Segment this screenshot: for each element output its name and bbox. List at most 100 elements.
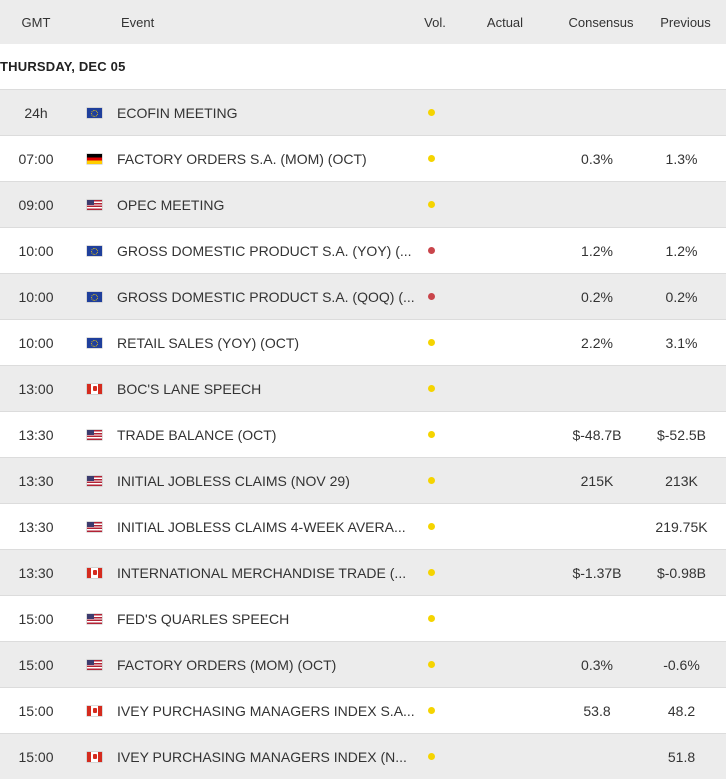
us-flag-icon xyxy=(87,659,102,670)
volatility-cell xyxy=(417,707,445,714)
table-row[interactable]: 15:00 FED'S QUARLES SPEECH xyxy=(0,595,726,641)
event-time: 13:30 xyxy=(18,518,54,535)
consensus-value: 53.8 xyxy=(583,702,611,719)
consensus-value: 215K xyxy=(580,472,614,489)
event-time: 07:00 xyxy=(18,150,54,167)
event-name[interactable]: INITIAL JOBLESS CLAIMS 4-WEEK AVERA... xyxy=(117,518,406,535)
event-name[interactable]: GROSS DOMESTIC PRODUCT S.A. (YOY) (... xyxy=(117,242,412,259)
event-time: 13:00 xyxy=(18,380,54,397)
table-row[interactable]: 13:30 TRADE BALANCE (OCT) $-48.7B $-52.5B xyxy=(0,411,726,457)
ca-flag-icon xyxy=(87,751,102,762)
table-row[interactable]: 10:00 GROSS DOMESTIC PRODUCT S.A. (YOY) (… xyxy=(0,227,726,273)
event-time: 15:00 xyxy=(18,748,54,765)
table-row[interactable]: 15:00 IVEY PURCHASING MANAGERS INDEX S.A.… xyxy=(0,687,726,733)
volatility-cell xyxy=(417,753,445,760)
header-previous[interactable]: Previous xyxy=(660,14,711,30)
volatility-medium-dot-icon xyxy=(427,661,435,668)
consensus-value: 0.2% xyxy=(581,288,613,305)
eu-flag-icon xyxy=(87,107,102,118)
table-row[interactable]: 24h ECOFIN MEETING xyxy=(0,89,726,135)
volatility-cell xyxy=(417,569,445,576)
table-row[interactable]: 13:30 INTERNATIONAL MERCHANDISE TRADE (..… xyxy=(0,549,726,595)
header-actual[interactable]: Actual xyxy=(486,14,524,30)
event-name[interactable]: IVEY PURCHASING MANAGERS INDEX S.A... xyxy=(117,702,415,719)
us-flag-icon xyxy=(87,429,102,440)
header-consensus[interactable]: Consensus xyxy=(568,14,634,30)
event-name[interactable]: OPEC MEETING xyxy=(117,196,225,213)
us-flag-icon xyxy=(87,199,102,210)
eu-flag-icon xyxy=(87,291,102,302)
table-row[interactable]: 09:00 OPEC MEETING xyxy=(0,181,726,227)
ca-flag-icon xyxy=(87,705,102,716)
event-name[interactable]: TRADE BALANCE (OCT) xyxy=(117,426,277,443)
volatility-cell xyxy=(417,293,445,300)
country-flag-cell xyxy=(72,751,117,762)
event-name[interactable]: FED'S QUARLES SPEECH xyxy=(117,610,290,627)
previous-value: 1.2% xyxy=(665,242,698,259)
volatility-medium-dot-icon xyxy=(427,201,435,208)
table-row[interactable]: 13:30 INITIAL JOBLESS CLAIMS 4-WEEK AVERA… xyxy=(0,503,726,549)
event-time: 13:30 xyxy=(18,426,54,443)
volatility-cell xyxy=(417,109,445,116)
country-flag-cell xyxy=(72,107,117,118)
volatility-medium-dot-icon xyxy=(427,339,435,346)
table-row[interactable]: 13:00 BOC'S LANE SPEECH xyxy=(0,365,726,411)
event-name[interactable]: FACTORY ORDERS (MOM) (OCT) xyxy=(117,656,337,673)
consensus-value: $-48.7B xyxy=(572,426,622,443)
consensus-value: 2.2% xyxy=(581,334,613,351)
header-gmt[interactable]: GMT xyxy=(21,14,51,30)
volatility-cell xyxy=(417,661,445,668)
volatility-cell xyxy=(417,339,445,346)
previous-value: $-0.98B xyxy=(656,564,707,581)
de-flag-icon xyxy=(87,153,102,164)
volatility-cell xyxy=(417,385,445,392)
volatility-medium-dot-icon xyxy=(427,385,435,392)
previous-value: 51.8 xyxy=(667,748,696,765)
event-name[interactable]: BOC'S LANE SPEECH xyxy=(117,380,262,397)
event-name[interactable]: FACTORY ORDERS S.A. (MOM) (OCT) xyxy=(117,150,367,167)
volatility-medium-dot-icon xyxy=(427,477,435,484)
previous-value: 48.2 xyxy=(667,702,696,719)
country-flag-cell xyxy=(72,337,117,348)
table-row[interactable]: 10:00 GROSS DOMESTIC PRODUCT S.A. (QOQ) (… xyxy=(0,273,726,319)
volatility-medium-dot-icon xyxy=(427,753,435,760)
event-name[interactable]: RETAIL SALES (YOY) (OCT) xyxy=(117,334,300,351)
consensus-value: $-1.37B xyxy=(572,564,622,581)
country-flag-cell xyxy=(72,475,117,486)
previous-value: 213K xyxy=(665,472,698,489)
volatility-cell xyxy=(417,247,445,254)
event-name[interactable]: ECOFIN MEETING xyxy=(117,104,238,121)
header-vol[interactable]: Vol. xyxy=(424,14,446,30)
table-row[interactable]: 10:00 RETAIL SALES (YOY) (OCT) 2.2% 3.1% xyxy=(0,319,726,365)
event-name[interactable]: INTERNATIONAL MERCHANDISE TRADE (... xyxy=(117,564,407,581)
volatility-medium-dot-icon xyxy=(427,615,435,622)
previous-value: 3.1% xyxy=(665,334,698,351)
previous-value: 1.3% xyxy=(665,150,698,167)
event-name[interactable]: GROSS DOMESTIC PRODUCT S.A. (QOQ) (... xyxy=(117,288,415,305)
country-flag-cell xyxy=(72,199,117,210)
volatility-cell xyxy=(417,155,445,162)
previous-value: 219.75K xyxy=(655,518,708,535)
table-row[interactable]: 07:00 FACTORY ORDERS S.A. (MOM) (OCT) 0.3%… xyxy=(0,135,726,181)
table-row[interactable]: 13:30 INITIAL JOBLESS CLAIMS (NOV 29) 215K… xyxy=(0,457,726,503)
event-name[interactable]: INITIAL JOBLESS CLAIMS (NOV 29) xyxy=(117,472,350,489)
event-time: 10:00 xyxy=(18,334,54,351)
event-rows: 24h ECOFIN MEETING 07:00 FACTORY ORDERS S.A… xyxy=(0,89,726,779)
day-group-label: THURSDAY, DEC 05 xyxy=(0,44,726,89)
volatility-cell xyxy=(417,523,445,530)
country-flag-cell xyxy=(72,613,117,624)
volatility-high-dot-icon xyxy=(427,293,435,300)
volatility-medium-dot-icon xyxy=(427,523,435,530)
table-header: GMT Event Vol. Actual Consensus Previous xyxy=(0,0,726,44)
volatility-high-dot-icon xyxy=(427,247,435,254)
volatility-medium-dot-icon xyxy=(427,569,435,576)
header-event[interactable]: Event xyxy=(121,14,155,30)
volatility-cell xyxy=(417,431,445,438)
event-name[interactable]: IVEY PURCHASING MANAGERS INDEX (N... xyxy=(117,748,407,765)
table-row[interactable]: 15:00 IVEY PURCHASING MANAGERS INDEX (N..… xyxy=(0,733,726,779)
country-flag-cell xyxy=(72,245,117,256)
table-row[interactable]: 15:00 FACTORY ORDERS (MOM) (OCT) 0.3% -0.6% xyxy=(0,641,726,687)
volatility-cell xyxy=(417,477,445,484)
consensus-value: 0.3% xyxy=(581,656,613,673)
